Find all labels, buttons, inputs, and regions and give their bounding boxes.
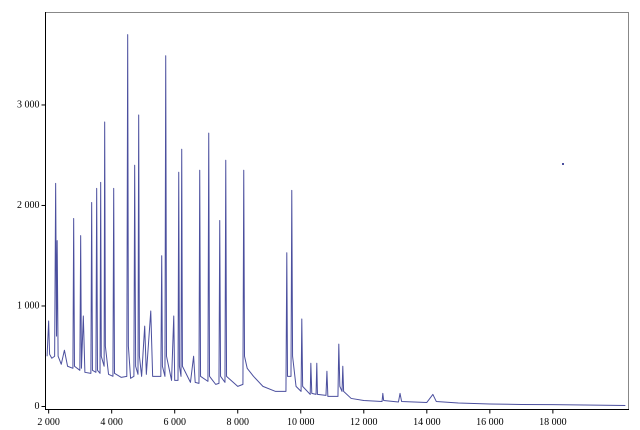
x-tick-label: 2 000 bbox=[37, 417, 60, 428]
y-tick-label: 0 bbox=[35, 401, 40, 412]
x-tick-label: 4 000 bbox=[100, 417, 123, 428]
stray-dot bbox=[562, 163, 564, 165]
x-tick-label: 18 000 bbox=[539, 417, 567, 428]
x-tick-label: 6 000 bbox=[163, 417, 186, 428]
spectrum-line bbox=[46, 34, 626, 406]
x-tick-label: 12 000 bbox=[350, 417, 378, 428]
x-tick-label: 10 000 bbox=[287, 417, 315, 428]
y-tick-label: 1 000 bbox=[17, 300, 40, 311]
x-tick-label: 16 000 bbox=[476, 417, 504, 428]
x-tick-label: 14 000 bbox=[413, 417, 441, 428]
y-tick-label: 2 000 bbox=[17, 200, 40, 211]
x-tick-label: 8 000 bbox=[226, 417, 249, 428]
y-tick-label: 3 000 bbox=[17, 99, 40, 110]
plot-frame bbox=[45, 12, 629, 410]
